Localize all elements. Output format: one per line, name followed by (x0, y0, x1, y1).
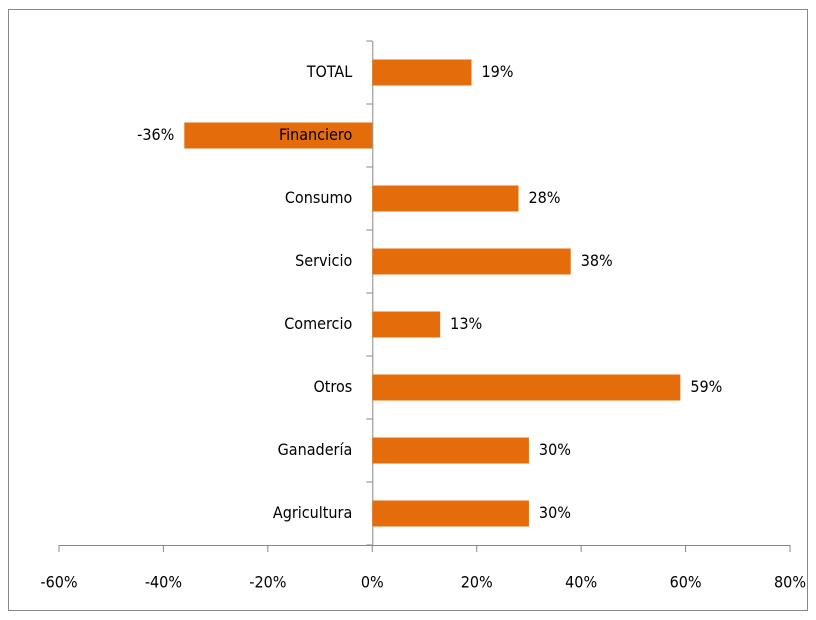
y-tick-label: TOTAL (306, 62, 353, 81)
x-tick-label: -20% (249, 573, 286, 592)
x-tick-label: 60% (670, 573, 702, 592)
value-label: 30% (539, 503, 571, 522)
x-tick-label: -60% (40, 573, 77, 592)
bar (372, 59, 472, 86)
bar (372, 248, 571, 275)
value-label: -36% (137, 125, 174, 144)
y-tick-label: Servicio (295, 251, 352, 270)
x-tick-label: 20% (461, 573, 493, 592)
bar (372, 437, 529, 464)
y-tick-label: Ganadería (278, 440, 353, 459)
x-tick-label: 0% (361, 573, 384, 592)
value-label: 19% (481, 62, 513, 81)
bar (372, 500, 529, 527)
bar (372, 185, 519, 212)
value-label: 59% (690, 377, 722, 396)
value-label: 13% (450, 314, 482, 333)
value-label: 28% (528, 188, 560, 207)
value-label: 38% (581, 251, 613, 270)
bar (184, 122, 373, 149)
y-tick-label: Consumo (285, 188, 353, 207)
x-tick-label: 40% (565, 573, 597, 592)
bar (372, 311, 441, 338)
y-tick-label: Agricultura (273, 503, 352, 522)
value-label: 30% (539, 440, 571, 459)
x-tick-label: -40% (145, 573, 182, 592)
x-tick-label: 80% (774, 573, 806, 592)
bar (372, 374, 681, 401)
y-tick-label: Otros (313, 377, 352, 396)
y-tick-label: Comercio (284, 314, 352, 333)
y-tick-label: Financiero (279, 125, 353, 144)
